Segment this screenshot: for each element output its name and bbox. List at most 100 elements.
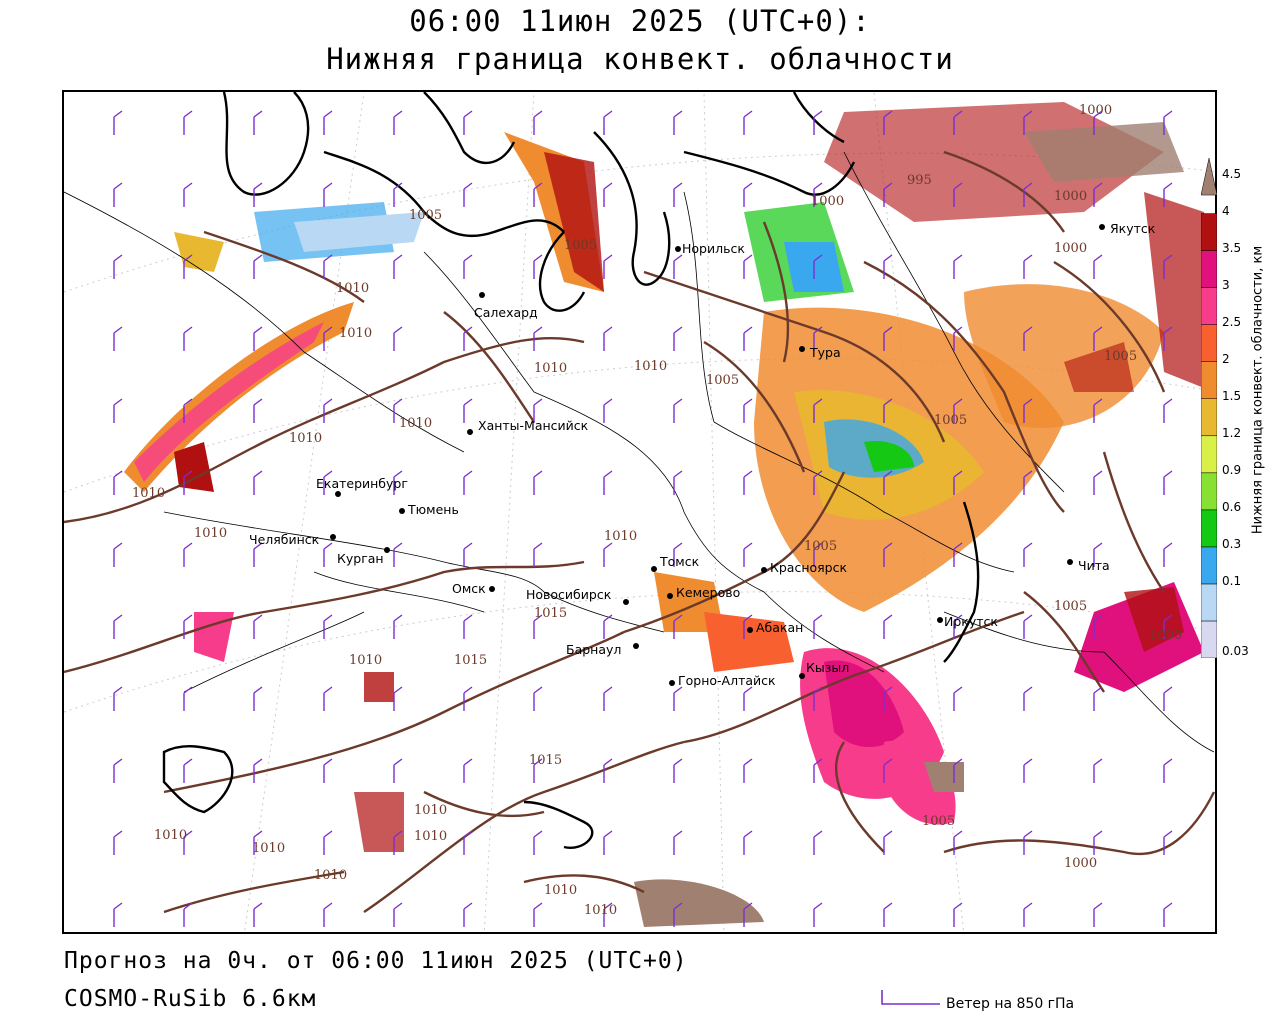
wind-barb [393, 902, 403, 927]
city-label: Томск [659, 554, 700, 569]
isobar-label: 1010 [194, 526, 227, 541]
cloud-patch [864, 441, 914, 472]
wind-barb [813, 542, 823, 567]
wind-barb [1023, 110, 1033, 135]
cities: Салехард Норильск Тура Якутск Ханты-Мансийск… [249, 221, 1156, 688]
wind-barb [393, 110, 403, 135]
isobar-label: 1000 [1054, 241, 1087, 256]
wind-barb [1163, 686, 1173, 711]
city-label: Омск [452, 581, 486, 596]
wind-barb [883, 182, 893, 207]
wind-barb [1093, 542, 1103, 567]
cloud-patch [634, 879, 764, 927]
wind-barb [603, 398, 613, 423]
wind-barb [253, 758, 263, 783]
wind-barb [323, 542, 333, 567]
wind-barb [253, 830, 263, 855]
wind-barb [393, 398, 403, 423]
wind-barb [463, 470, 473, 495]
isobar-label: 1005 [922, 814, 955, 829]
city-label: Кызыл [806, 660, 849, 675]
wind-barb [1163, 182, 1173, 207]
isobar-label: 1005 [804, 539, 837, 554]
wind-barb [1093, 254, 1103, 279]
city-marker [467, 429, 473, 435]
colorbar-swatch [1201, 250, 1217, 288]
wind-barb [883, 398, 893, 423]
wind-barb [953, 902, 963, 927]
wind-barb [1163, 110, 1173, 135]
wind-barb [533, 614, 543, 639]
colorbar-tick-label: 0.6 [1222, 499, 1242, 514]
isobar-label: 1005 [706, 373, 739, 388]
wind-legend-label: Ветер на 850 гПа [946, 996, 1075, 1012]
wind-barb [743, 470, 753, 495]
wind-barb [743, 254, 753, 279]
isobar-label: 1010 [349, 653, 382, 668]
wind-barb [183, 614, 193, 639]
cloud-patch [544, 152, 604, 292]
wind-barb [673, 470, 683, 495]
wind-barb [183, 902, 193, 927]
wind-barb [113, 830, 123, 855]
isobars [64, 150, 1215, 914]
wind-barb [1163, 542, 1173, 567]
coastline [162, 92, 980, 849]
isobar-label: 1000 [1064, 856, 1097, 871]
wind-barb [673, 110, 683, 135]
isobar-labels: 1005 1005 1000 995 1000 1000 1000 1010 1010 1010 1… [132, 103, 1182, 918]
wind-barb [953, 254, 963, 279]
wind-barb [1163, 830, 1173, 855]
wind-barb [463, 326, 473, 351]
wind-barb [953, 758, 963, 783]
city-marker [675, 246, 681, 252]
isobar-label: 1015 [529, 753, 562, 768]
wind-barb [1023, 326, 1033, 351]
wind-barb [1093, 830, 1103, 855]
wind-barb [323, 758, 333, 783]
wind-barb [813, 398, 823, 423]
cloud-patch [134, 322, 324, 482]
isobar-label: 1010 [339, 326, 372, 341]
city-label: Иркутск [944, 614, 998, 629]
isobar-label: 1010 [414, 829, 447, 844]
forecast-info: Прогноз на 0ч. от 06:00 11июн 2025 (UTC+… [64, 948, 688, 974]
wind-barb [603, 614, 613, 639]
wind-legend-icon [881, 990, 940, 1005]
isobar-label: 1010 [399, 416, 432, 431]
isobar-label: 1010 [336, 281, 369, 296]
wind-barb [883, 110, 893, 135]
wind-barb [533, 686, 543, 711]
isobar-label: 1010 [314, 868, 347, 883]
wind-barb [1163, 758, 1173, 783]
wind-barb [1163, 398, 1173, 423]
wind-barb [1093, 758, 1103, 783]
wind-barb [323, 254, 333, 279]
wind-barb [953, 110, 963, 135]
wind-barb [323, 686, 333, 711]
city-marker [937, 617, 943, 623]
wind-barb [183, 326, 193, 351]
wind-barb [953, 614, 963, 639]
wind-barb [743, 398, 753, 423]
colorbar-tick-label: 2 [1222, 351, 1230, 366]
colorbar-tick-label: 2.5 [1222, 314, 1242, 329]
wind-barb [323, 614, 333, 639]
wind-barb [393, 542, 403, 567]
wind-barb [183, 542, 193, 567]
cloud-patch [1024, 122, 1184, 182]
colorbar-tick-label: 1.5 [1222, 388, 1242, 403]
map-canvas: 1005 1005 1000 995 1000 1000 1000 1010 1010 1010 1… [64, 92, 1215, 932]
wind-barb [533, 902, 543, 927]
wind-barb [603, 470, 613, 495]
wind-barb [1023, 542, 1033, 567]
wind-barb [1023, 254, 1033, 279]
cloud-patch [354, 792, 404, 852]
wind-barb [743, 614, 753, 639]
wind-barb [393, 758, 403, 783]
wind-barb [463, 254, 473, 279]
wind-barb [323, 902, 333, 927]
cloud-patch [1124, 587, 1184, 652]
wind-barb [183, 398, 193, 423]
wind-barb [953, 182, 963, 207]
